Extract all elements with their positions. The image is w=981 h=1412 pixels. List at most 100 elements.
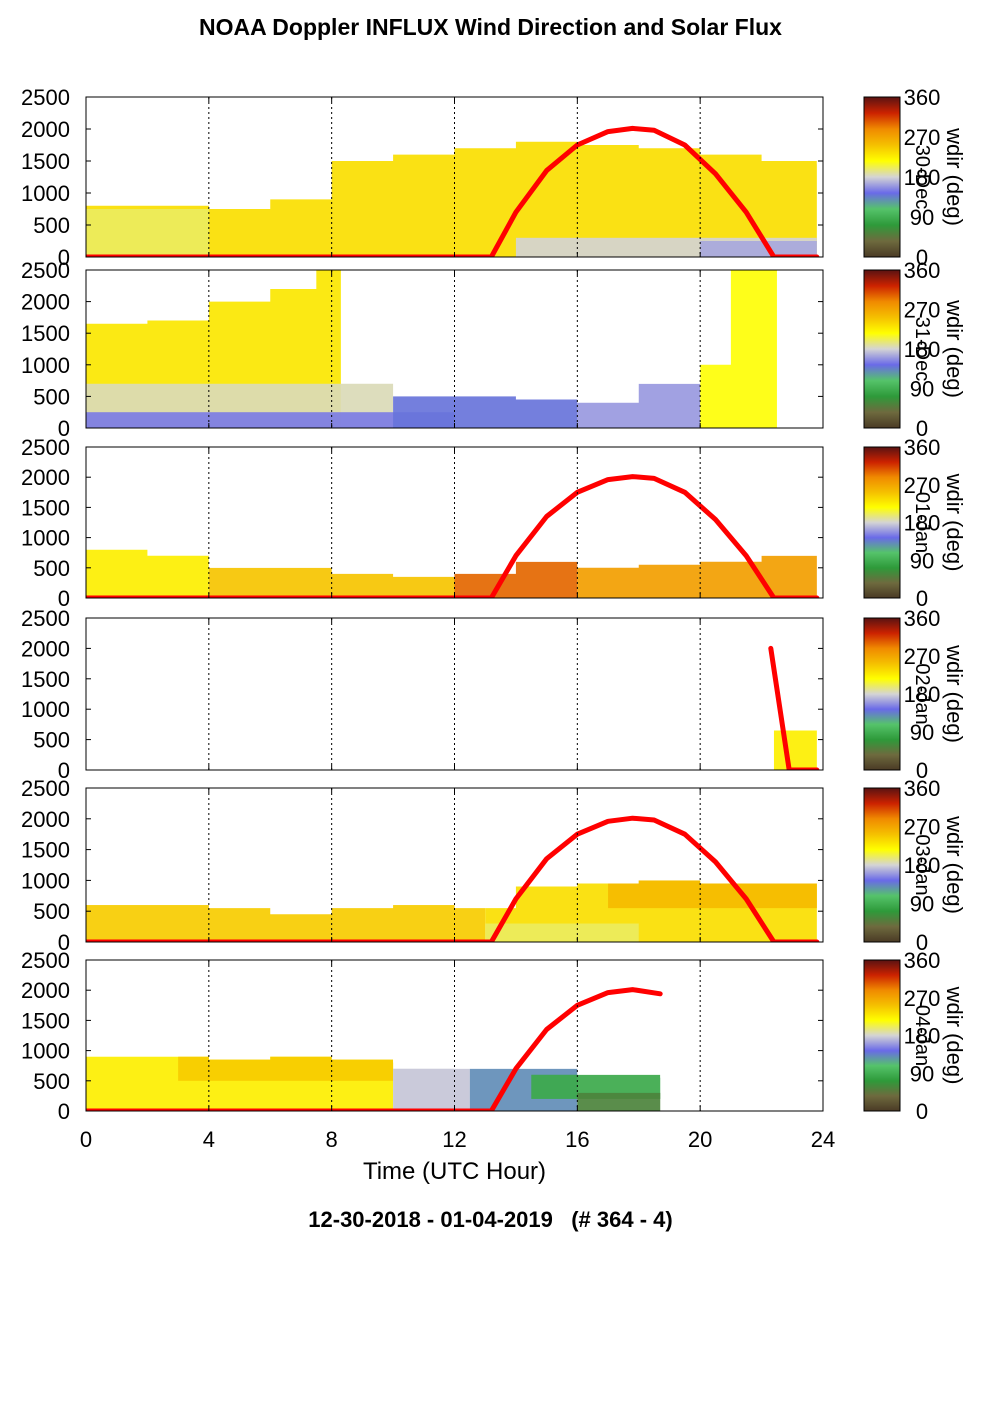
colorbar [863, 96, 901, 258]
colorbar-tick-label: 270 [904, 986, 941, 1011]
y-tick-label: 2500 [21, 776, 70, 801]
panel-2-plot [86, 270, 777, 428]
colorbar-tick-label: 90 [910, 377, 934, 402]
y-tick-label: 1500 [21, 1008, 70, 1033]
panel-date-label: 30-Dec [911, 145, 933, 209]
y-tick-label: 500 [33, 899, 70, 924]
y-tick-label: 500 [33, 384, 70, 409]
y-tick-label: 1000 [21, 181, 70, 206]
wind-direction-band [773, 730, 817, 770]
x-tick-label: 12 [442, 1127, 466, 1152]
colorbar-label: wdir (deg) [942, 644, 967, 743]
panel-6-wind-data [86, 1056, 661, 1111]
panel-3-plot [86, 474, 820, 598]
y-tick-label: 1500 [21, 495, 70, 520]
panel-3-wind-data [86, 549, 817, 598]
colorbar-tick-label: 360 [904, 776, 941, 801]
colorbar-tick-label: 180 [904, 511, 941, 536]
y-tick-label: 1500 [21, 838, 70, 863]
colorbar-label: wdir (deg) [942, 815, 967, 914]
colorbar-tick-label: 0 [916, 930, 928, 955]
wind-direction-band [454, 561, 578, 598]
x-tick-label: 4 [203, 1127, 215, 1152]
colorbar-label: wdir (deg) [942, 299, 967, 398]
y-tick-label: 0 [58, 758, 70, 783]
colorbar-tick-label: 180 [904, 165, 941, 190]
colorbar-tick-label: 180 [904, 853, 941, 878]
y-tick-label: 1000 [21, 526, 70, 551]
y-tick-label: 2000 [21, 465, 70, 490]
panel-date-label: 02-Jan [911, 663, 933, 724]
y-tick-label: 500 [33, 213, 70, 238]
colorbar-tick-label: 0 [916, 245, 928, 270]
y-tick-label: 1500 [21, 149, 70, 174]
colorbar-tick-label: 360 [904, 606, 941, 631]
y-tick-label: 1000 [21, 1039, 70, 1064]
y-tick-label: 1000 [21, 868, 70, 893]
colorbar-tick-label: 90 [910, 1061, 934, 1086]
solar-flux-curve [86, 474, 820, 598]
panel-date-label: 31-Dec [911, 317, 933, 381]
colorbar [863, 787, 901, 943]
solar-flux-curve [86, 125, 820, 257]
y-tick-label: 2000 [21, 636, 70, 661]
wind-direction-band [178, 1056, 394, 1081]
panel-1-plot [86, 125, 820, 257]
wind-direction-band [86, 209, 209, 257]
panel-5-plot [86, 815, 820, 942]
wind-direction-band [86, 905, 486, 942]
panel-2-wind-data [86, 270, 777, 428]
panel-4-plot [768, 645, 820, 770]
panel-date-label: 01-Jan [911, 492, 933, 553]
colorbar [863, 617, 901, 771]
y-tick-label: 500 [33, 1069, 70, 1094]
panel-date-label: 04-Jan [911, 1005, 933, 1066]
solar-flux-curve [768, 645, 820, 770]
wind-direction-band [485, 923, 639, 942]
y-tick-label: 0 [58, 416, 70, 441]
colorbar-tick-label: 90 [910, 205, 934, 230]
colorbar-tick-label: 0 [916, 758, 928, 783]
y-tick-label: 2500 [21, 85, 70, 110]
wind-direction-band [577, 383, 701, 428]
colorbar [863, 959, 901, 1112]
y-tick-label: 2500 [21, 258, 70, 283]
colorbar-tick-label: 270 [904, 125, 941, 150]
colorbar-tick-label: 360 [904, 435, 941, 460]
x-axis-label: Time (UTC Hour) [363, 1158, 546, 1185]
y-tick-label: 500 [33, 728, 70, 753]
panel-5-wind-data [86, 880, 817, 942]
colorbar-tick-label: 360 [904, 948, 941, 973]
y-tick-label: 2500 [21, 948, 70, 973]
wind-direction-band [700, 270, 777, 428]
colorbar-tick-label: 270 [904, 815, 941, 840]
wind-direction-band [86, 412, 455, 428]
colorbar-tick-label: 180 [904, 1024, 941, 1049]
y-tick-label: 2500 [21, 435, 70, 460]
y-tick-label: 2000 [21, 807, 70, 832]
y-tick-label: 1500 [21, 321, 70, 346]
colorbar-tick-label: 90 [910, 720, 934, 745]
colorbar-label: wdir (deg) [942, 986, 967, 1085]
y-tick-label: 0 [58, 245, 70, 270]
colorbar-label: wdir (deg) [942, 127, 967, 226]
colorbar-tick-label: 270 [904, 473, 941, 498]
y-tick-label: 1000 [21, 353, 70, 378]
wind-direction-band [700, 241, 817, 257]
x-tick-label: 8 [326, 1127, 338, 1152]
chart-title: NOAA Doppler INFLUX Wind Direction and S… [199, 14, 782, 40]
y-tick-label: 500 [33, 556, 70, 581]
x-tick-label: 0 [80, 1127, 92, 1152]
colorbar [863, 446, 901, 599]
colorbar-tick-label: 360 [904, 258, 941, 283]
y-tick-label: 2500 [21, 606, 70, 631]
colorbar-tick-label: 0 [916, 416, 928, 441]
y-tick-label: 0 [58, 930, 70, 955]
y-tick-label: 2000 [21, 117, 70, 142]
colorbar-tick-label: 180 [904, 337, 941, 362]
wind-direction-band [86, 549, 209, 598]
colorbar-tick-label: 0 [916, 586, 928, 611]
panel-1-wind-data [86, 141, 817, 257]
colorbar [863, 269, 901, 429]
x-tick-label: 16 [565, 1127, 589, 1152]
